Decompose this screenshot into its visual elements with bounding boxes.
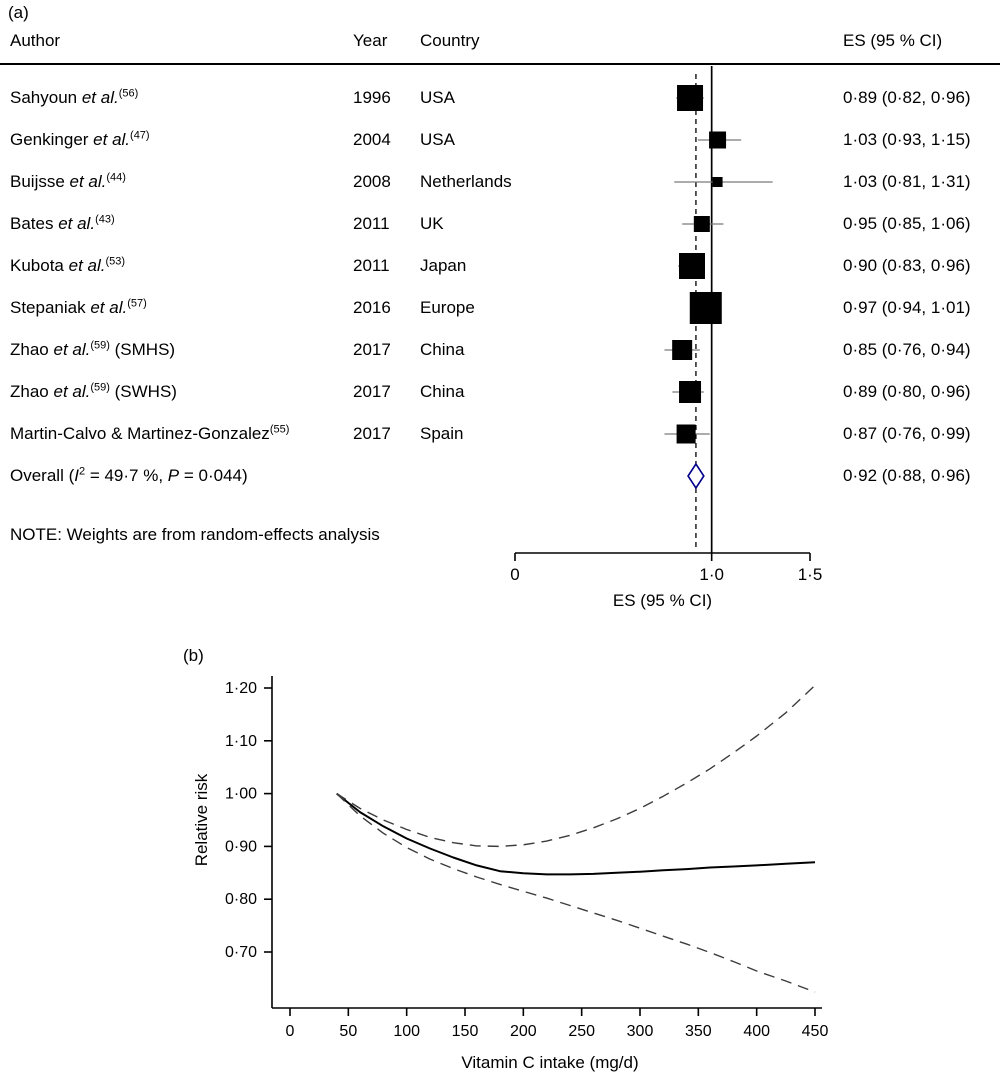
es-cell: 0·90 (0·83, 0·96): [843, 256, 971, 275]
study-row: Martin-Calvo & Martinez-Gonzalez(55) 2017…: [0, 423, 1000, 445]
y-tick-label-b: 0·80: [225, 891, 257, 908]
header-country: Country: [420, 31, 480, 50]
study-row: Bates et al.(43) 2011 UK 0·95 (0·85, 1·06): [0, 213, 1000, 235]
x-tick-label-b: 50: [339, 1023, 357, 1040]
panel-b-xlabel: Vitamin C intake (mg/d): [461, 1053, 639, 1072]
author-cell: Kubota et al.(53): [10, 255, 126, 275]
author-cell: Genkinger et al.(47): [10, 129, 150, 149]
x-tick-label-b: 300: [627, 1023, 654, 1040]
x-tick-label-a: 0: [510, 565, 519, 584]
year-cell: 2008: [353, 172, 391, 191]
author-cell: Sahyoun et al.(56): [10, 87, 139, 107]
study-row: Zhao et al.(59) (SWHS) 2017 China 0·89 (0·8…: [0, 381, 1000, 403]
author-cell: Bates et al.(43): [10, 213, 115, 233]
overall-row: Overall (I2 = 49·7 %, P = 0·044) 0·92 (0·…: [0, 465, 1000, 487]
y-tick-label-b: 0·90: [225, 838, 257, 855]
point-estimate-curve: [336, 792, 816, 876]
overall-diamond: [687, 462, 705, 490]
year-cell: 2011: [353, 256, 390, 275]
panel-a-xlabel: ES (95 % CI): [612, 591, 713, 610]
country-cell: China: [420, 340, 465, 359]
country-cell: USA: [420, 88, 455, 107]
x-tick-label-b: 350: [685, 1023, 712, 1040]
country-cell: USA: [420, 130, 455, 149]
study-row: Sahyoun et al.(56) 1996 USA 0·89 (0·82, 0·9…: [0, 87, 1000, 109]
lower-ci-curve: [336, 793, 816, 993]
panel-b-ylabel: Relative risk: [192, 773, 211, 867]
y-tick-label-b: 1·20: [225, 680, 257, 697]
es-cell: 0·89 (0·80, 0·96): [843, 382, 971, 401]
x-tick-label-b: 150: [452, 1023, 479, 1040]
es-box: [677, 85, 704, 111]
es-box: [679, 253, 705, 279]
es-cell: 1·03 (0·93, 1·15): [843, 130, 971, 149]
x-tick-label-b: 400: [743, 1023, 770, 1040]
header-divider: [0, 63, 1000, 65]
x-tick-label-a: 1·0: [699, 565, 724, 584]
author-cell: Martin-Calvo & Martinez-Gonzalez(55): [10, 423, 290, 443]
es-box: [709, 131, 727, 149]
es-box: [689, 292, 722, 324]
y-tick-label-b: 1·00: [225, 786, 257, 803]
x-tick-label-b: 450: [802, 1023, 829, 1040]
x-tick-label-b: 0: [286, 1023, 295, 1040]
upper-ci-curve: [336, 684, 816, 848]
header-author: Author: [10, 31, 61, 50]
year-cell: 2016: [353, 298, 391, 317]
study-row: Stepaniak et al.(57) 2016 Europe 0·97 (0·94…: [0, 297, 1000, 319]
panel-a-label: (a): [8, 3, 29, 22]
y-tick-label-b: 0·70: [225, 944, 257, 961]
year-cell: 2017: [353, 382, 391, 401]
country-cell: Netherlands: [420, 172, 512, 191]
es-cell: 0·89 (0·82, 0·96): [843, 88, 971, 107]
author-cell: Zhao et al.(59) (SMHS): [10, 339, 176, 359]
es-box: [679, 381, 702, 403]
note-text: NOTE: Weights are from random-effects an…: [10, 525, 380, 544]
year-cell: 2004: [353, 130, 391, 149]
study-row: Genkinger et al.(47) 2004 USA 1·03 (0·93, 1…: [0, 129, 1000, 151]
year-cell: 2011: [353, 214, 390, 233]
header-es: ES (95 % CI): [843, 31, 943, 50]
country-cell: UK: [420, 214, 444, 233]
author-cell: Stepaniak et al.(57): [10, 297, 147, 317]
es-box: [693, 216, 710, 232]
author-cell: Zhao et al.(59) (SWHS): [10, 381, 177, 401]
author-cell: Buijsse et al.(44): [10, 171, 126, 191]
year-cell: 2017: [353, 424, 391, 443]
es-cell: 0·95 (0·85, 1·06): [843, 214, 971, 233]
x-tick-label-a: 1·5: [798, 565, 823, 584]
overall-label: Overall (I2 = 49·7 %, P = 0·044): [10, 465, 248, 485]
year-cell: 2017: [353, 340, 391, 359]
country-cell: Europe: [420, 298, 475, 317]
country-cell: China: [420, 382, 465, 401]
es-box: [712, 177, 723, 187]
x-tick-label-b: 250: [568, 1023, 595, 1040]
es-cell: 0·85 (0·76, 0·94): [843, 340, 971, 359]
es-cell: 0·97 (0·94, 1·01): [843, 298, 971, 317]
country-cell: Japan: [420, 256, 467, 275]
es-cell: 0·87 (0·76, 0·99): [843, 424, 971, 443]
year-cell: 1996: [353, 88, 391, 107]
study-row: Kubota et al.(53) 2011 Japan 0·90 (0·83, 0·…: [0, 255, 1000, 277]
es-box: [676, 424, 696, 444]
es-cell: 0·92 (0·88, 0·96): [843, 466, 971, 485]
study-row: Buijsse et al.(44) 2008 Netherlands 1·03 (0…: [0, 171, 1000, 193]
x-tick-label-b: 100: [393, 1023, 420, 1040]
y-tick-label-b: 1·10: [225, 733, 257, 750]
panel-b-label: (b): [183, 646, 204, 665]
country-cell: Spain: [420, 424, 464, 443]
x-tick-label-b: 200: [510, 1023, 537, 1040]
es-cell: 1·03 (0·81, 1·31): [843, 172, 971, 191]
study-row: Zhao et al.(59) (SMHS) 2017 China 0·85 (0·7…: [0, 339, 1000, 361]
es-box: [672, 340, 693, 360]
header-year: Year: [353, 31, 388, 50]
